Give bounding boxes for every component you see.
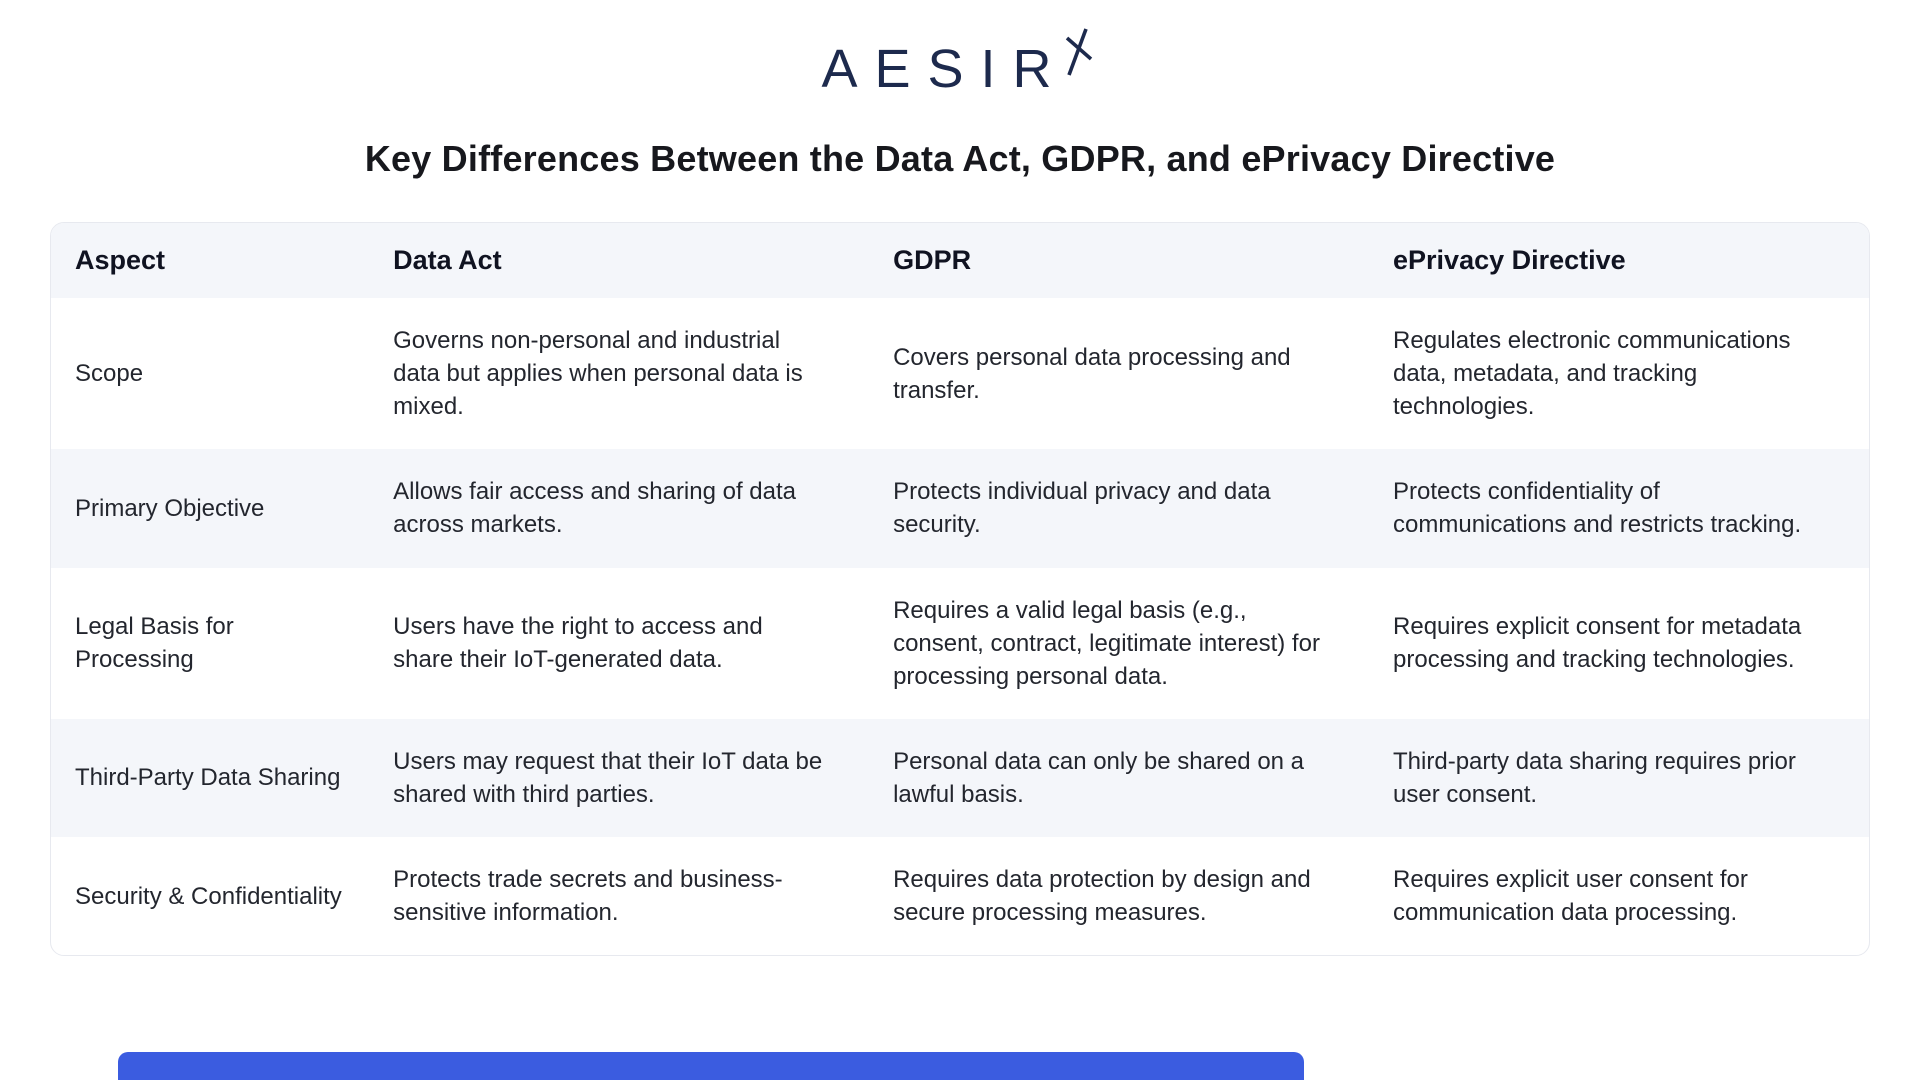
cell-aspect: Third-Party Data Sharing [75,764,341,792]
bottom-banner[interactable] [118,1052,1304,1080]
cell-eprivacy: Regulates electronic communications data… [1393,327,1791,421]
column-header-data-act: Data Act [369,223,870,298]
column-header-eprivacy: ePrivacy Directive [1369,223,1869,298]
table-row: Legal Basis for Processing Users have th… [51,568,1869,719]
page-title: Key Differences Between the Data Act, GD… [364,138,1556,179]
column-header-aspect: Aspect [51,223,370,298]
cell-eprivacy: Requires explicit user consent for commu… [1393,866,1748,927]
cell-gdpr: Requires a valid legal basis (e.g., cons… [893,596,1320,690]
comparison-table-card: Aspect Data Act GDPR ePrivacy Directive … [50,222,1870,957]
brand-rune-icon [1065,28,1092,76]
cell-gdpr: Requires data protection by design and s… [893,866,1311,927]
cell-gdpr: Personal data can only be shared on a la… [893,747,1305,808]
table-row: Primary Objective Allows fair access and… [51,449,1869,568]
brand-header: AESIR [0,0,1920,96]
cell-aspect: Security & Confidentiality [75,882,342,910]
cell-gdpr: Covers personal data processing and tran… [893,343,1291,404]
cell-data-act: Protects trade secrets and business-sens… [393,866,783,927]
cell-gdpr: Protects individual privacy and data sec… [893,478,1271,539]
cell-data-act: Users may request that their IoT data be… [393,747,823,808]
brand-logo: AESIR [821,28,1098,99]
cell-data-act: Governs non-personal and industrial data… [393,327,803,421]
cell-eprivacy: Third-party data sharing requires prior … [1393,747,1796,808]
cell-eprivacy: Protects confidentiality of communicatio… [1393,478,1802,539]
table-row: Scope Governs non-personal and industria… [51,298,1869,449]
cell-data-act: Users have the right to access and share… [393,613,763,674]
column-header-gdpr: GDPR [869,223,1370,298]
table-header-row: Aspect Data Act GDPR ePrivacy Directive [51,223,1869,298]
brand-logo-text: AESIR [821,39,1069,99]
cell-eprivacy: Requires explicit consent for metadata p… [1393,613,1802,674]
cell-aspect: Primary Objective [75,494,265,522]
cell-aspect: Scope [75,360,144,388]
table-row: Third-Party Data Sharing Users may reque… [51,718,1869,838]
table-row: Security & Confidentiality Protects trad… [51,837,1869,955]
cell-aspect: Legal Basis for Processing [75,613,234,674]
cell-data-act: Allows fair access and sharing of data a… [393,478,797,539]
comparison-table: Aspect Data Act GDPR ePrivacy Directive … [51,223,1869,955]
